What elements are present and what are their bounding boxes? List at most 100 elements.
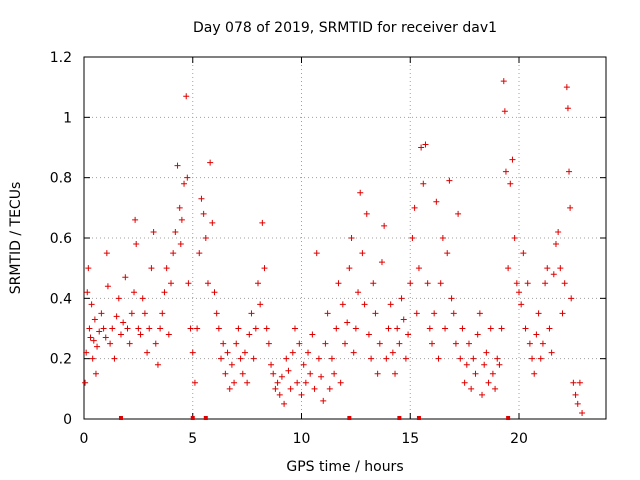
rug-mark [190, 416, 195, 420]
data-point [183, 93, 190, 100]
data-point [433, 198, 440, 205]
data-point [526, 340, 533, 347]
data-point [381, 222, 388, 229]
data-point [572, 391, 579, 398]
data-point [309, 331, 316, 338]
data-point [218, 355, 225, 362]
data-point [124, 325, 131, 332]
data-point [184, 174, 191, 181]
data-point [487, 325, 494, 332]
data-point [363, 210, 370, 217]
data-point [231, 379, 238, 386]
data-point [92, 370, 99, 377]
data-point [576, 379, 583, 386]
data-point [82, 379, 89, 386]
data-point [204, 280, 211, 287]
y-tick-labels: 0 0.2 0.4 0.6 0.8 1 1.2 [50, 50, 72, 428]
data-point [346, 265, 353, 272]
data-point [237, 355, 244, 362]
data-point [337, 379, 344, 386]
y-axis-label: SRMTID / TECUs [8, 182, 24, 295]
x-tick-label: 0 [80, 431, 89, 447]
data-point [170, 250, 177, 257]
data-point [241, 349, 248, 356]
data-point [250, 355, 257, 362]
data-point [350, 349, 357, 356]
data-point [561, 280, 568, 287]
data-point [265, 340, 272, 347]
rug-mark [416, 416, 421, 420]
data-point [86, 325, 93, 332]
data-point [502, 168, 509, 175]
axis-ticks [83, 56, 606, 420]
data-point [107, 340, 114, 347]
data-point [468, 385, 475, 392]
data-point [165, 331, 172, 338]
data-point [535, 310, 542, 317]
data-point [489, 370, 496, 377]
data-point [222, 370, 229, 377]
chart-title: Day 078 of 2019, SRMTID for receiver dav… [193, 20, 497, 36]
data-point [470, 355, 477, 362]
data-point [507, 180, 514, 187]
data-point [257, 301, 264, 308]
data-point [533, 331, 540, 338]
data-point [568, 295, 575, 302]
data-point [448, 295, 455, 302]
data-point [529, 355, 536, 362]
data-point [368, 355, 375, 362]
data-point [133, 241, 140, 248]
data-point [498, 325, 505, 332]
data-point [157, 325, 164, 332]
data-point [328, 355, 335, 362]
data-point [392, 370, 399, 377]
data-point [446, 177, 453, 184]
data-point [476, 310, 483, 317]
data-point [91, 316, 98, 323]
data-point [509, 156, 516, 163]
data-point [389, 349, 396, 356]
y-tick-label: 1 [63, 110, 72, 126]
data-point [89, 355, 96, 362]
data-point [513, 280, 520, 287]
data-point [542, 280, 549, 287]
data-point [501, 108, 508, 115]
data-point [361, 301, 368, 308]
data-point [302, 379, 309, 386]
data-point [372, 310, 379, 317]
data-point [248, 310, 255, 317]
data-point [452, 340, 459, 347]
data-point [255, 280, 261, 287]
data-point [320, 397, 327, 404]
data-point [496, 361, 503, 368]
data-point [465, 340, 472, 347]
data-point [331, 370, 338, 377]
data-point [291, 325, 298, 332]
data-point [564, 105, 571, 112]
data-point [567, 204, 574, 211]
data-point [209, 219, 216, 226]
data-point [439, 235, 446, 241]
data-point [172, 228, 179, 235]
data-point [141, 310, 148, 317]
data-point [161, 289, 168, 296]
data-point [355, 289, 362, 296]
data-point [174, 162, 181, 169]
data-point [516, 289, 522, 296]
data-point [259, 219, 266, 226]
data-point [102, 334, 109, 341]
data-point [246, 331, 253, 338]
data-point [387, 301, 394, 308]
data-point [579, 409, 586, 416]
data-point [459, 325, 466, 332]
data-point [88, 301, 95, 308]
data-point [474, 331, 481, 338]
data-point [122, 274, 129, 281]
data-point [154, 361, 161, 368]
data-point [176, 204, 183, 211]
data-point [431, 310, 438, 317]
data-point [272, 385, 279, 392]
data-point [555, 228, 562, 235]
data-point [348, 235, 355, 241]
